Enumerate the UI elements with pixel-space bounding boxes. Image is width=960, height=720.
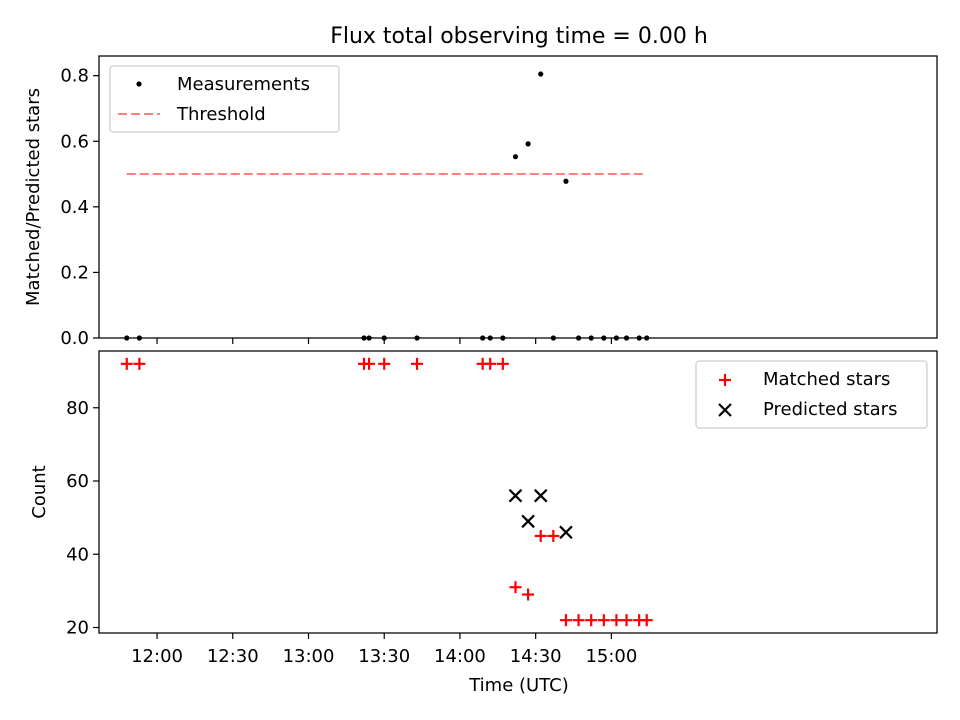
bottom-y-tick-label: 20 <box>66 618 89 639</box>
bottom-y-tick-label: 80 <box>66 398 89 419</box>
top-marks <box>124 71 650 341</box>
matched-star-point <box>610 614 623 627</box>
matched-star-point <box>534 529 547 542</box>
measurement-point <box>588 335 594 341</box>
x-tick-label: 13:00 <box>283 646 335 667</box>
predicted-star-stroke <box>559 525 573 540</box>
measurement-point <box>644 335 650 341</box>
measurement-point <box>538 71 544 77</box>
matched-star-point <box>559 614 572 627</box>
matched-star-point <box>509 581 522 594</box>
bottom-y-axis-label: Count <box>29 465 50 518</box>
measurement-point <box>361 335 367 341</box>
legend-predicted-label: Predicted stars <box>763 399 897 420</box>
matched-star-point <box>585 614 598 627</box>
bottom-marks <box>120 357 653 627</box>
measurement-point <box>381 335 387 341</box>
top-y-tick-label: 0.4 <box>60 197 89 218</box>
chart-title: Flux total observing time = 0.00 h <box>330 24 708 49</box>
legend-measurements-marker <box>136 81 142 87</box>
legend-predicted-marker <box>718 403 732 417</box>
top-y-tick-label: 0.8 <box>60 66 89 87</box>
measurement-point <box>487 335 493 341</box>
predicted-star-point <box>508 488 523 503</box>
matched-star-point <box>547 529 560 542</box>
matched-star-point <box>484 357 497 370</box>
top-y-tick-label: 0.2 <box>60 262 89 283</box>
legend-matched-marker <box>719 374 731 386</box>
x-tick-label: 12:00 <box>131 646 183 667</box>
measurement-point <box>623 335 630 341</box>
x-axis-label: Time (UTC) <box>468 675 569 696</box>
matched-star-point <box>572 614 585 627</box>
predicted-star-stroke <box>533 488 548 503</box>
predicted-star-stroke <box>521 514 535 529</box>
top-y-tick-label: 0.6 <box>60 131 89 152</box>
matched-star-point <box>496 357 509 370</box>
measurement-point <box>550 335 556 341</box>
matched-star-point <box>378 357 391 370</box>
x-tick-label: 13:30 <box>358 646 410 667</box>
predicted-star-point <box>559 525 573 540</box>
matched-star-point <box>133 357 146 370</box>
measurement-point <box>563 178 569 184</box>
measurement-point <box>480 335 486 341</box>
bottom-y-ticks: 20 40 60 80 <box>66 398 99 639</box>
matched-star-point <box>120 357 133 370</box>
bottom-legend-box <box>695 360 928 429</box>
bottom-legend: Matched stars Predicted stars <box>695 360 928 429</box>
x-tick-label: 12:30 <box>207 646 259 667</box>
measurement-point <box>512 154 519 160</box>
matched-star-point <box>640 614 653 627</box>
top-legend-box <box>109 65 340 133</box>
x-tick-label: 14:30 <box>510 646 562 667</box>
matched-star-point <box>620 614 633 627</box>
matched-star-point <box>411 357 424 370</box>
legend-threshold-label: Threshold <box>176 104 266 125</box>
top-y-ticks: 0.0 0.2 0.4 0.6 0.8 <box>60 66 99 349</box>
bottom-y-tick-label: 40 <box>66 544 89 565</box>
predicted-star-stroke <box>508 488 523 503</box>
measurement-point <box>636 335 642 341</box>
top-panel: 0.00.20.40.60.8 Matched/Predicted stars … <box>23 55 938 349</box>
legend-measurements-label: Measurements <box>177 74 310 95</box>
measurement-point <box>500 335 506 341</box>
x-tick-label: 14:00 <box>434 646 486 667</box>
top-x-ticks <box>156 338 612 344</box>
bottom-y-tick-label: 60 <box>66 471 89 492</box>
top-y-axis-label: Matched/Predicted stars <box>23 88 44 306</box>
predicted-star-point <box>533 488 548 503</box>
matched-star-point <box>363 357 376 370</box>
measurement-point <box>575 335 582 341</box>
measurement-point <box>136 335 142 341</box>
measurement-point <box>601 335 607 341</box>
matched-star-point <box>522 588 535 601</box>
measurement-point <box>525 141 531 147</box>
measurement-point <box>366 335 372 341</box>
matched-star-point <box>597 614 610 627</box>
x-tick-label: 15:00 <box>585 646 637 667</box>
measurement-point <box>414 335 420 341</box>
bottom-x-ticks: 12:00 12:30 13:00 13:30 14:00 14:30 15:00 <box>131 633 637 667</box>
measurement-point <box>613 335 620 341</box>
legend-matched-label: Matched stars <box>763 369 890 390</box>
predicted-star-point <box>521 514 535 529</box>
measurement-point <box>124 335 130 341</box>
top-y-tick-label: 0.0 <box>60 328 89 349</box>
top-legend: Measurements Threshold <box>109 65 340 133</box>
